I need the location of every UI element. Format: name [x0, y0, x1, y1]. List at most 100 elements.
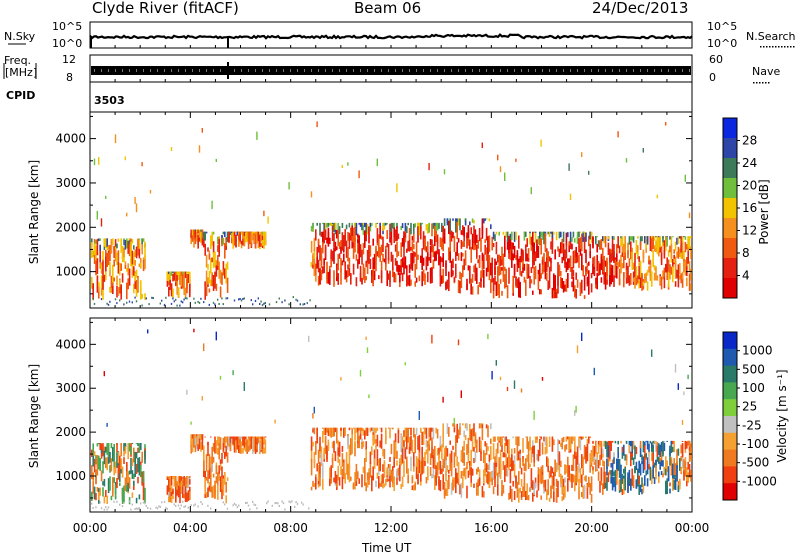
velocity-near-range: [302, 503, 304, 506]
power-echo: [414, 263, 416, 278]
velocity-echo: [642, 483, 645, 493]
power-echo: [259, 234, 261, 247]
velocity-echo: [512, 460, 514, 471]
velocity-echo: [128, 477, 131, 489]
power-echo: [343, 253, 345, 263]
velocity-echo: [497, 436, 499, 441]
power-echo: [551, 237, 554, 254]
velocity-echo: [579, 467, 582, 483]
velocity-echo: [618, 458, 621, 467]
velocity-echo: [684, 457, 687, 464]
power-echo: [518, 258, 520, 268]
velocity-echo: [581, 436, 583, 440]
power-echo: [683, 261, 685, 273]
x-tick-label: 00:00: [73, 521, 108, 535]
velocity-echo: [676, 449, 678, 466]
power-echo: [581, 253, 583, 271]
power-near-range: [260, 300, 262, 303]
velocity-echo: [564, 464, 566, 475]
power-echo: [481, 226, 484, 239]
power-echo: [382, 236, 384, 252]
power-echo: [338, 241, 341, 246]
velocity-echo: [364, 430, 366, 440]
power-echo: [555, 291, 558, 299]
velocity-echo: [658, 443, 660, 455]
velocity-echo: [224, 451, 226, 459]
power-echo: [497, 266, 499, 282]
power-echo: [208, 288, 211, 293]
frequency-band-texture: [304, 69, 305, 72]
power-echo: [168, 286, 170, 297]
power-echo: [425, 224, 428, 231]
velocity-echo: [634, 445, 636, 460]
velocity-near-range: [275, 501, 278, 504]
power-echo: [571, 237, 573, 242]
power-echo: [435, 226, 437, 242]
power-echo: [497, 277, 499, 296]
velocity-echo: [548, 497, 551, 502]
velocity-echo: [488, 471, 491, 488]
velocity-echo: [690, 443, 692, 460]
power-echo: [540, 289, 542, 295]
power-echo: [98, 282, 100, 287]
power-echo: [134, 260, 136, 266]
velocity-echo: [469, 424, 471, 439]
velocity-echo: [431, 437, 433, 447]
power-echo: [558, 248, 561, 257]
search-legend-dot: [790, 46, 792, 48]
velocity-echo: [124, 444, 127, 454]
power-speckle: [126, 212, 128, 217]
power-echo: [644, 236, 646, 244]
power-echo: [226, 261, 229, 270]
power-echo: [344, 229, 346, 247]
power-echo: [681, 271, 684, 280]
velocity-echo: [205, 492, 208, 498]
velocity-echo: [536, 436, 538, 443]
power-echo: [324, 222, 327, 236]
velocity-echo: [364, 458, 366, 474]
velocity-echo: [236, 440, 239, 449]
power-echo: [96, 238, 99, 256]
power-echo: [120, 285, 122, 290]
power-near-range: [134, 296, 136, 299]
velocity-echo: [379, 427, 381, 429]
velocity-echo: [119, 482, 121, 487]
power-echo: [194, 229, 197, 231]
velocity-echo: [648, 462, 650, 470]
velocity-near-range: [194, 503, 196, 506]
velocity-echo: [450, 462, 453, 477]
velocity-echo: [172, 476, 174, 479]
velocity-echo: [459, 423, 461, 436]
power-echo: [449, 250, 451, 263]
power-echo: [625, 262, 628, 270]
power-echo: [390, 228, 393, 245]
frequency-band-texture: [290, 69, 291, 72]
velocity-echo: [352, 427, 355, 429]
power-near-range: [175, 298, 177, 301]
power-echo: [569, 231, 572, 243]
power-echo: [240, 231, 243, 235]
velocity-echo: [436, 462, 439, 475]
power-echo: [658, 251, 660, 257]
velocity-echo: [463, 467, 465, 477]
power-echo: [380, 235, 383, 240]
power-echo: [637, 236, 639, 239]
velocity-echo: [491, 471, 493, 477]
velocity-echo: [660, 460, 663, 467]
power-echo: [519, 281, 521, 298]
velocity-echo: [128, 470, 131, 475]
velocity-echo: [365, 427, 367, 436]
velocity-echo: [550, 485, 552, 499]
power-echo: [596, 236, 598, 238]
power-speckle: [443, 169, 446, 175]
power-echo: [632, 262, 635, 270]
velocity-echo: [529, 487, 531, 492]
velocity-echo: [441, 468, 443, 474]
power-echo: [511, 251, 513, 268]
power-echo: [385, 263, 387, 271]
velocity-echo: [652, 452, 654, 470]
velocity-echo: [555, 462, 558, 473]
velocity-echo: [462, 470, 464, 476]
velocity-echo: [464, 435, 467, 441]
velocity-echo: [350, 443, 352, 456]
